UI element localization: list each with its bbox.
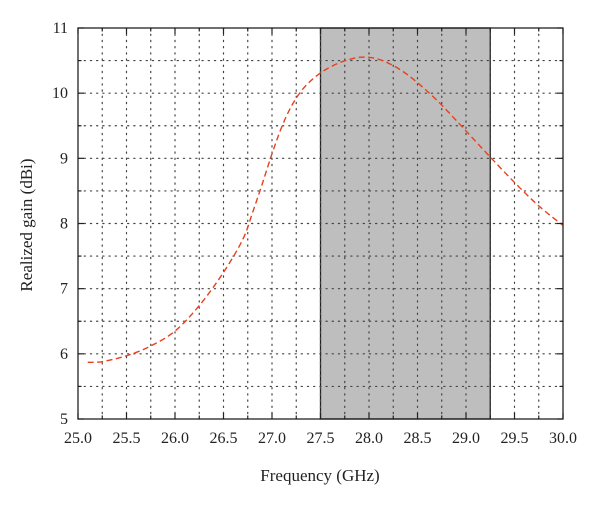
y-tick-label: 11: [53, 20, 68, 37]
x-tick-label: 30.0: [549, 430, 577, 447]
x-tick-label: 29.0: [452, 430, 480, 447]
y-tick-label: 8: [60, 216, 68, 233]
x-tick-label: 26.5: [210, 430, 238, 447]
x-tick-label: 26.0: [161, 430, 189, 447]
gain-curve: [87, 56, 564, 364]
y-tick-label: 9: [60, 150, 68, 167]
x-tick-label: 25.5: [113, 430, 141, 447]
y-axis-title: Realized gain (dBi): [17, 158, 36, 291]
x-axis-title: Frequency (GHz): [260, 466, 379, 485]
x-tick-label: 29.5: [501, 430, 529, 447]
y-tick-label: 5: [60, 411, 68, 428]
x-tick-label: 28.0: [355, 430, 383, 447]
x-tick-label: 28.5: [404, 430, 432, 447]
x-tick-label: 27.5: [307, 430, 335, 447]
x-tick-label: 27.0: [258, 430, 286, 447]
y-tick-label: 7: [60, 281, 68, 298]
y-tick-label: 10: [52, 85, 68, 102]
y-tick-label: 6: [60, 346, 68, 363]
x-tick-label: 25.0: [64, 430, 92, 447]
